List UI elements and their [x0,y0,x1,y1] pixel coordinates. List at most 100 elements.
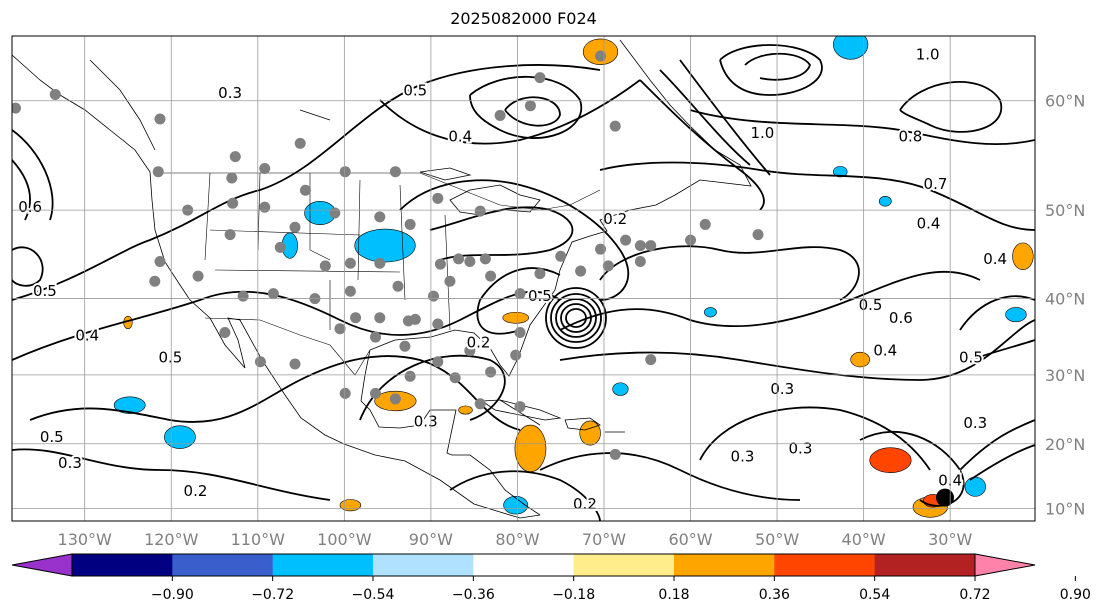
station-dot [602,260,614,272]
station-dot [389,166,401,178]
colorbar-swatch [373,554,474,576]
lon-tick-label: 110°W [231,530,286,549]
contour-label: 0.5 [33,282,57,300]
contour-label: 0.7 [924,175,948,193]
shading-patch [833,36,869,60]
station-dot [319,260,331,272]
station-dot [510,349,522,361]
colorbar-tick-label: 0.36 [759,587,790,603]
coastlines [12,39,752,519]
colorbar: −0.90 −0.72 −0.54 −0.36 −0.18 0.18 0.36 0.54 0.7… [11,553,1091,603]
station-dot [444,275,456,287]
station-dot [404,370,416,382]
shading-patch [113,396,146,414]
colorbar-frame [71,553,976,577]
station-dot [595,50,607,62]
lon-tick-label: 30°W [928,530,972,549]
colorbar-swatch [774,554,876,576]
contour-label: 0.3 [731,447,755,465]
station-dot [237,290,249,302]
shading-patch [514,424,547,473]
station-dot [149,275,161,287]
lat-tick-label: 30°N [1045,366,1085,385]
contour-label: 0.3 [414,413,438,431]
station-dot [427,290,439,302]
station-dot [299,184,311,196]
station-dot [555,250,567,262]
station-dot [259,201,271,213]
colorbar-tick-label: 0.54 [859,587,890,603]
station-dot [404,218,416,230]
colorbar-swatch [172,554,274,576]
shading-patch [612,382,629,396]
lat-tick-label: 50°N [1045,201,1085,220]
lon-tick-label: 130°W [58,530,113,549]
station-dot [274,241,286,253]
station-dot [494,109,506,121]
contour-label: 0.3 [218,84,242,102]
station-dot [479,253,491,265]
lon-tick-label: 40°W [842,530,886,549]
station-dot [699,218,711,230]
map-title: 2025082000 F024 [450,9,597,28]
station-dot [514,327,526,339]
contour-label: 0.5 [158,348,182,366]
colorbar-swatch [674,554,775,576]
map-frame [11,35,1036,522]
lat-tick-label: 20°N [1045,435,1085,454]
contour-label: 0.4 [917,214,941,232]
station-dot [227,197,239,209]
lon-tick-label: 50°W [755,530,799,549]
contour-label: 0.2 [184,482,208,500]
hurricane-closed-contours [545,287,607,349]
station-dot [339,166,351,178]
contour-label: 0.5 [959,348,983,366]
station-dot [392,280,404,292]
station-dot [229,151,241,163]
contour-label: 0.3 [963,414,987,432]
contour-label: 1.0 [916,46,940,64]
lat-tick-label: 10°N [1045,499,1085,518]
contour-label: 0.3 [789,439,813,457]
lon-tick-label: 120°W [144,530,199,549]
lon-tick-label: 80°W [495,530,539,549]
colorbar-tick-label: 0.72 [959,587,990,603]
shading-patch [339,499,362,512]
gridlines [12,36,1035,521]
colorbar-tick-label: 0.90 [1060,587,1091,603]
station-dot [289,221,301,233]
station-dot [609,448,621,460]
lat-tick-label: 60°N [1045,92,1085,111]
contour-label: 0.2 [603,210,627,228]
station-dot [474,205,486,217]
station-dot [464,345,476,357]
station-dot [154,113,166,125]
station-dot [370,331,382,343]
shading-patch [850,351,870,368]
colorbar-swatch [272,554,374,576]
station-dot [329,207,341,219]
lon-tick-label: 90°W [409,530,453,549]
lon-tick-label: 60°W [668,530,712,549]
shading-patch [503,496,529,515]
shading-patch [1005,307,1027,323]
contour-label: 0.4 [873,342,897,360]
station-dot [224,229,236,241]
colorbar-tick-label: −0.90 [151,587,194,603]
station-dot [474,398,486,410]
station-dot [645,354,657,366]
shading-patch [579,420,601,446]
station-dot [432,318,444,330]
contour-label: 0.2 [467,333,491,351]
station-dot [374,211,386,223]
contour-label: 0.4 [983,250,1007,268]
station-dot [434,258,446,270]
station-dot [399,340,411,352]
colorbar-tick-label: −0.18 [552,587,595,603]
station-dot [374,257,386,269]
station-dot [432,192,444,204]
colorbar-tick-label: −0.72 [251,587,294,603]
storm-center-marker [935,488,954,507]
colorbar-swatch [874,554,976,576]
lon-tick-label: 100°W [317,530,372,549]
